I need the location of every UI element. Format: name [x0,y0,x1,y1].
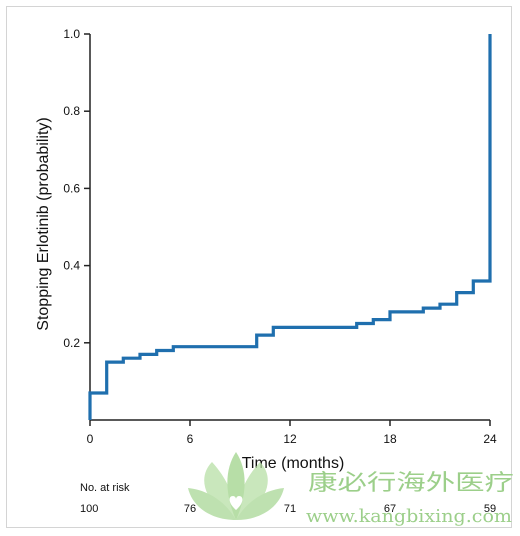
x-tick-label: 18 [383,432,397,446]
watermark-cn: 康必行海外医疗 [308,471,514,496]
km-step-curve [88,34,492,420]
y-tick-label: 0.4 [63,259,80,273]
y-tick-label: 0.8 [63,104,80,118]
watermark-url: www.kangbixing.com [306,506,512,527]
y-axis-title: Stopping Erlotinib (probability) [35,117,52,330]
x-axis-title: Time (months) [242,455,345,472]
x-tick-label: 6 [187,432,194,446]
x-tick-label: 12 [283,432,297,446]
at-risk-value: 59 [484,503,496,515]
x-tick-label: 0 [87,432,94,446]
at-risk-title: No. at risk [80,482,130,494]
x-tick-label: 24 [483,432,497,446]
at-risk-value: 71 [284,503,296,515]
y-tick-label: 1.0 [63,27,80,41]
at-risk-value: 67 [384,503,396,515]
y-tick-label: 0.2 [63,336,80,350]
y-tick-label: 0.6 [63,181,80,195]
watermark-logo [188,452,284,520]
at-risk-value: 100 [80,503,98,515]
at-risk-value: 76 [184,503,196,515]
